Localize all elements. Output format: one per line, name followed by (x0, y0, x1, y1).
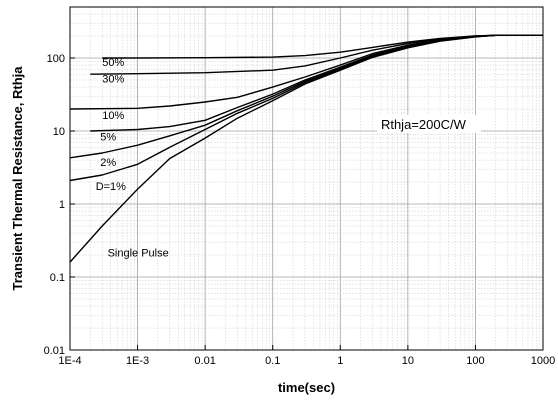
y-tick-label: 10 (53, 126, 65, 138)
series-line-single-pulse (69, 34, 543, 263)
series-label: 2% (100, 157, 116, 169)
series-label: Single Pulse (108, 248, 169, 260)
series-line-10- (69, 34, 543, 110)
series-line-50- (102, 34, 543, 59)
series-label: 50% (102, 57, 124, 69)
series-label: 5% (100, 132, 116, 144)
x-axis-title: time(sec) (278, 380, 335, 395)
x-tick-label: 1000 (531, 355, 555, 367)
annotation-background (376, 114, 481, 133)
x-tick-label: 1E-3 (126, 355, 149, 367)
x-tick-label: 1 (337, 355, 343, 367)
x-tick-label: 100 (466, 355, 484, 367)
y-tick-label: 1 (59, 199, 65, 211)
y-tick-label: 0.01 (44, 345, 65, 357)
x-tick-label: 0.01 (194, 355, 215, 367)
axis-ticks: 1E-4 1E-3 0.01 0.1 1 10 100 1000 0.01 0.1 1 10 100 (44, 53, 556, 367)
rthja-annotation: Rthja=200C/W (376, 114, 481, 133)
plot-area-frame (69, 6, 544, 351)
series-label: 10% (102, 110, 124, 122)
series-lines (69, 34, 543, 263)
series-label: D=1% (96, 181, 126, 193)
grid (69, 6, 543, 351)
y-tick-label: 0.1 (50, 272, 65, 284)
x-tick-label: 1E-4 (58, 355, 81, 367)
y-axis-title: Transient Thermal Resistance, Rthja (10, 66, 25, 291)
series-line-2- (69, 34, 543, 159)
annotation-text: Rthja=200C/W (381, 117, 467, 132)
x-tick-label: 0.1 (265, 355, 280, 367)
x-tick-label: 10 (402, 355, 414, 367)
series-labels: 50% 30% 10% 5% 2% D=1% Single Pulse (96, 57, 169, 260)
y-tick-label: 100 (47, 53, 65, 65)
series-label: 30% (102, 74, 124, 86)
